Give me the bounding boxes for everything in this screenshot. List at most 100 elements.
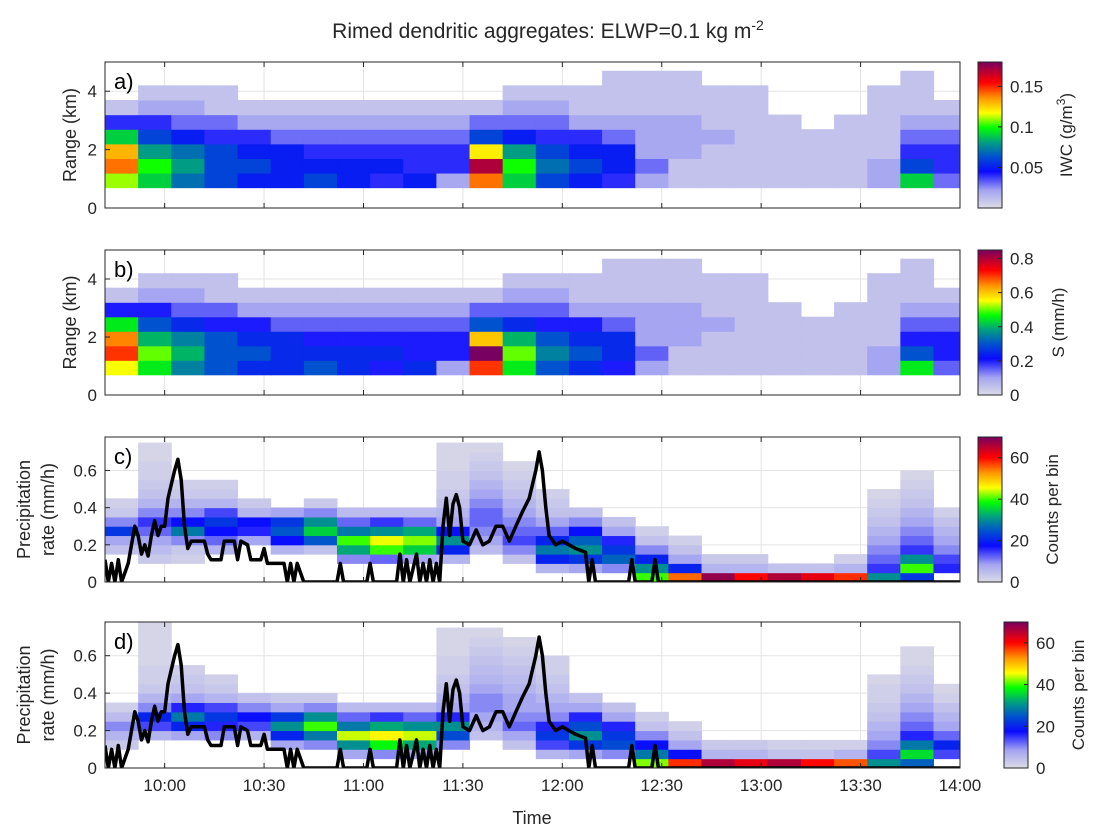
histogram-cell bbox=[370, 721, 404, 732]
radar-cell bbox=[933, 129, 960, 145]
histogram-cell bbox=[535, 507, 570, 518]
histogram-cell bbox=[602, 526, 636, 537]
histogram-cell bbox=[469, 544, 504, 555]
radar-cell bbox=[834, 143, 868, 159]
histogram-cell bbox=[436, 627, 471, 638]
radar-cell bbox=[370, 172, 404, 189]
radar-cell bbox=[602, 114, 636, 130]
histogram-cell bbox=[767, 563, 802, 574]
histogram-cell bbox=[668, 739, 703, 750]
histogram-cell bbox=[171, 693, 205, 703]
histogram-cell bbox=[602, 544, 636, 555]
x-tick-label: 10:30 bbox=[243, 776, 286, 795]
radar-cell bbox=[370, 316, 404, 332]
radar-cell bbox=[933, 302, 960, 318]
radar-cell bbox=[900, 345, 935, 361]
radar-cell bbox=[502, 172, 537, 189]
histogram-cell bbox=[403, 554, 437, 564]
histogram-cell bbox=[469, 470, 504, 481]
radar-cell bbox=[668, 70, 703, 86]
histogram-cell bbox=[138, 730, 172, 741]
radar-cell bbox=[701, 316, 736, 332]
radar-cell bbox=[105, 129, 139, 145]
radar-cell bbox=[635, 114, 669, 130]
histogram-cell bbox=[303, 526, 338, 537]
radar-cell bbox=[900, 287, 935, 303]
histogram-cell bbox=[370, 711, 404, 722]
histogram-cell bbox=[800, 739, 835, 750]
histogram-cell bbox=[105, 544, 139, 555]
histogram-cell bbox=[602, 554, 636, 564]
radar-cell bbox=[370, 114, 404, 130]
radar-cell bbox=[568, 158, 603, 174]
histogram-cell bbox=[105, 721, 139, 732]
histogram-cell bbox=[933, 730, 960, 741]
radar-cell bbox=[171, 273, 206, 289]
histogram-cell bbox=[370, 507, 404, 518]
histogram-cell bbox=[701, 554, 736, 564]
panel-label: d) bbox=[114, 629, 134, 654]
histogram-cell bbox=[138, 489, 172, 499]
radar-cell bbox=[303, 114, 338, 130]
histogram-cell bbox=[701, 758, 736, 768]
histogram-cell bbox=[834, 554, 868, 564]
histogram-cell bbox=[403, 535, 437, 546]
radar-cell bbox=[767, 345, 802, 361]
histogram-cell bbox=[867, 758, 901, 768]
radar-cell bbox=[403, 172, 437, 189]
histogram-cell bbox=[602, 563, 636, 574]
histogram-cell bbox=[237, 526, 272, 537]
radar-cell bbox=[933, 345, 960, 361]
histogram-cell bbox=[403, 516, 437, 527]
histogram-cell bbox=[303, 516, 338, 527]
colorbar-tick-label: 40 bbox=[1036, 676, 1055, 695]
panel-c: 0 0.2 0.4 0.6 Precipitation rate (mm/h) c) 0 20 4… bbox=[14, 436, 1062, 592]
colorbar-label-text: IWC (g/m bbox=[1057, 105, 1076, 177]
histogram-cell bbox=[436, 739, 471, 750]
radar-cell bbox=[734, 158, 769, 174]
histogram-cell bbox=[900, 683, 934, 694]
radar-cell bbox=[867, 331, 901, 347]
radar-cell bbox=[105, 143, 139, 159]
radar-cell bbox=[237, 345, 272, 361]
colorbar-label-end: ) bbox=[1057, 93, 1076, 99]
radar-cell bbox=[336, 331, 371, 347]
radar-cell bbox=[602, 258, 636, 274]
radar-cell bbox=[767, 331, 802, 347]
histogram-cell bbox=[602, 739, 636, 750]
histogram-cell bbox=[336, 554, 371, 564]
histogram-cell bbox=[204, 498, 239, 509]
histogram-cell bbox=[237, 535, 272, 546]
radar-cell bbox=[568, 99, 603, 116]
radar-cell bbox=[767, 129, 802, 145]
histogram-cell bbox=[834, 739, 868, 750]
radar-cell bbox=[867, 158, 901, 174]
panel-a: 0 2 4 Range (km) a) 0.05 0.1 0.15 IWC (g/m3) bbox=[60, 61, 1076, 218]
radar-cell bbox=[403, 331, 437, 347]
histogram-cell bbox=[270, 507, 305, 518]
histogram-cell bbox=[602, 535, 636, 546]
histogram-cell bbox=[867, 498, 901, 509]
histogram-cell bbox=[436, 544, 471, 555]
radar-cell bbox=[701, 331, 736, 347]
histogram-cell bbox=[635, 749, 669, 760]
radar-cell bbox=[436, 302, 471, 318]
radar-cell bbox=[270, 129, 305, 145]
radar-cell bbox=[635, 287, 669, 303]
histogram-cell bbox=[933, 711, 960, 722]
radar-cell bbox=[635, 143, 669, 159]
histogram-cell bbox=[635, 739, 669, 750]
histogram-cell bbox=[469, 479, 504, 490]
radar-cell bbox=[734, 345, 769, 361]
radar-cell bbox=[602, 273, 636, 289]
radar-cell bbox=[370, 331, 404, 347]
radar-cell bbox=[635, 258, 669, 274]
histogram-cell bbox=[867, 702, 901, 713]
colorbar-tick-label: 0 bbox=[1010, 386, 1019, 405]
radar-cell bbox=[138, 360, 172, 376]
panel-label: a) bbox=[114, 69, 134, 94]
radar-cell bbox=[502, 129, 537, 145]
histogram-cell bbox=[138, 721, 172, 732]
histogram-cell bbox=[568, 544, 603, 555]
radar-cell bbox=[204, 172, 239, 189]
